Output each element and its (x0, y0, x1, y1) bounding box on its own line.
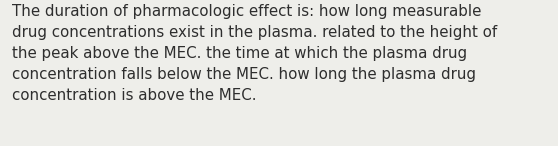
Text: The duration of pharmacologic effect is: how long measurable
drug concentrations: The duration of pharmacologic effect is:… (12, 4, 498, 103)
